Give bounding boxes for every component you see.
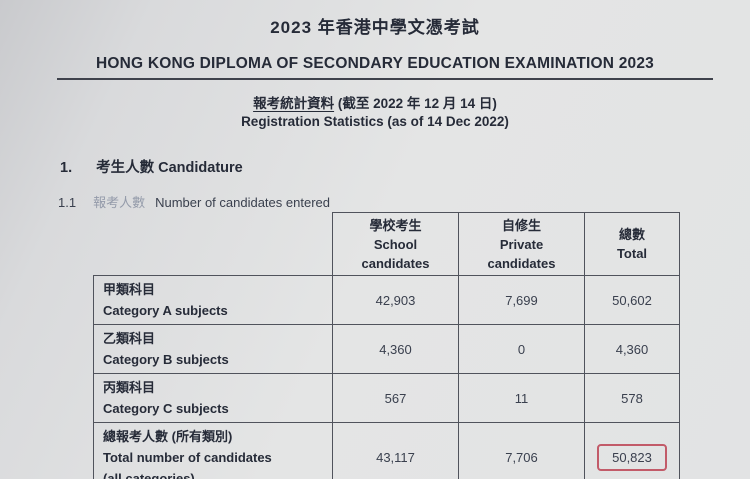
- subtitle-chinese-date: (截至 2022 年 12 月 14 日): [334, 96, 497, 111]
- section-label: 考生人數 Candidature: [96, 160, 243, 176]
- section-number: 1.: [60, 160, 73, 176]
- cell-school: 567: [332, 373, 459, 423]
- row-label: 丙類科目 Category C subjects: [93, 373, 333, 423]
- section-heading: 1. 考生人數 Candidature: [60, 156, 243, 177]
- column-header-school: 學校考生 School candidates: [332, 212, 459, 276]
- cell-total: 4,360: [584, 324, 680, 374]
- title-divider-line: [57, 78, 713, 80]
- exam-title-chinese: 2023 年香港中學文憑考試: [270, 18, 480, 37]
- row-label: 甲類科目 Category A subjects: [93, 275, 333, 325]
- row-label: 乙類科目 Category B subjects: [93, 324, 333, 374]
- cell-private: 7,706: [458, 422, 585, 479]
- cell-total: 578: [584, 373, 680, 423]
- cell-total-highlighted: 50,823: [584, 422, 680, 479]
- cell-school: 4,360: [332, 324, 459, 374]
- table-header-row: 學校考生 School candidates 自修生 Private candi…: [94, 212, 680, 276]
- subtitle-chinese-underlined: 報考統計資料: [253, 96, 335, 111]
- subsection-label-english: Number of candidates entered: [155, 195, 330, 210]
- table-row-category-c: 丙類科目 Category C subjects 567 11 578: [93, 373, 680, 423]
- exam-title-english: HONG KONG DIPLOMA OF SECONDARY EDUCATION…: [96, 55, 654, 72]
- cell-school: 43,117: [332, 422, 459, 479]
- subtitle-english: Registration Statistics (as of 14 Dec 20…: [241, 114, 509, 129]
- subsection-number: 1.1: [58, 195, 77, 210]
- table-row-total: 總報考人數 (所有類別) Total number of candidates …: [93, 422, 680, 479]
- table-row-category-b: 乙類科目 Category B subjects 4,360 0 4,360: [93, 324, 680, 374]
- table-corner-blank: [94, 213, 333, 276]
- column-header-private: 自修生 Private candidates: [458, 212, 585, 276]
- column-header-total: 總數 Total: [584, 212, 680, 276]
- cell-private: 7,699: [458, 275, 585, 325]
- cell-total: 50,602: [584, 275, 680, 325]
- row-label: 總報考人數 (所有類別) Total number of candidates …: [93, 422, 333, 479]
- subsection-heading: 1.1 報考人數 Number of candidates entered: [58, 192, 330, 211]
- cell-private: 11: [458, 373, 585, 423]
- cell-school: 42,903: [332, 275, 459, 325]
- candidature-table: 學校考生 School candidates 自修生 Private candi…: [93, 212, 680, 479]
- table-row-category-a: 甲類科目 Category A subjects 42,903 7,699 50…: [93, 275, 680, 325]
- subsection-label-chinese: 報考人數: [93, 195, 146, 210]
- cell-private: 0: [458, 324, 585, 374]
- subtitle-chinese: 報考統計資料 (截至 2022 年 12 月 14 日): [0, 92, 750, 112]
- total-highlight-box: 50,823: [597, 444, 667, 471]
